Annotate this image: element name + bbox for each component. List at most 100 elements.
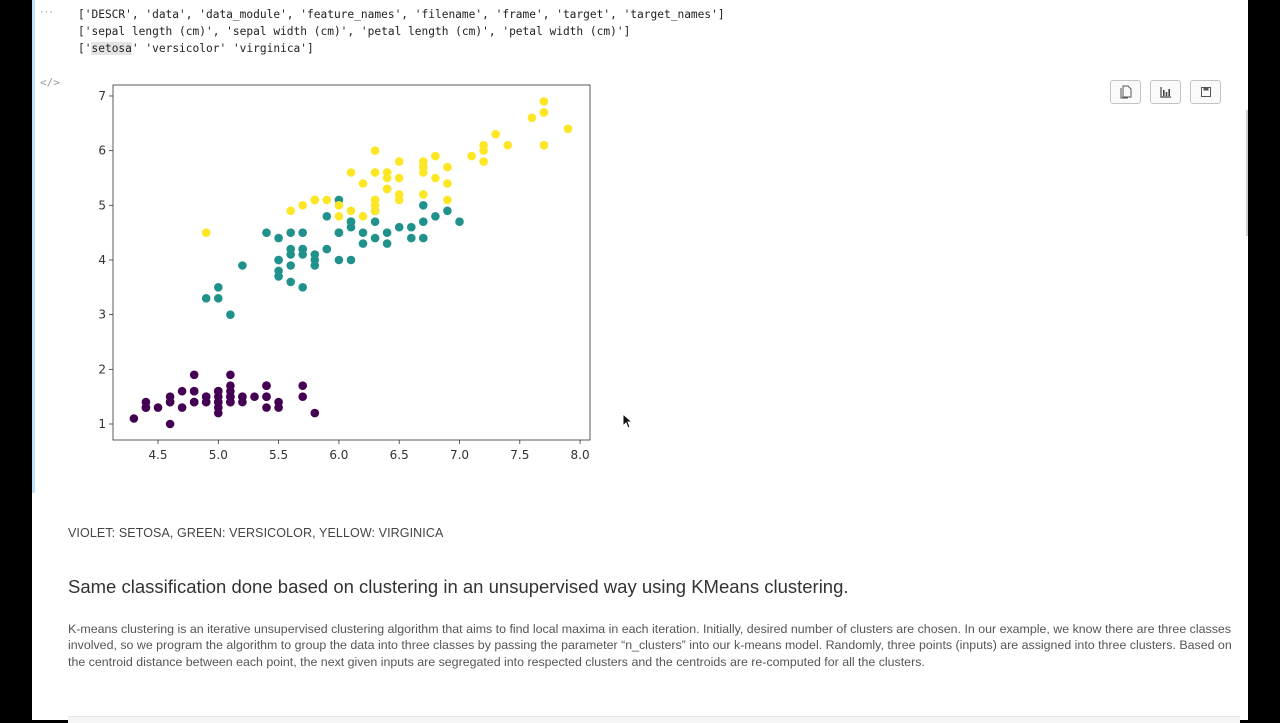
data-point-versicolor — [298, 228, 307, 237]
data-point-versicolor — [407, 233, 416, 243]
data-point-setosa — [189, 386, 199, 396]
data-point-virginica — [322, 195, 332, 205]
data-point-virginica — [503, 140, 512, 150]
data-point-virginica — [334, 212, 344, 221]
data-point-setosa — [226, 386, 235, 396]
data-point-setosa — [214, 397, 223, 407]
data-point-versicolor — [201, 294, 211, 303]
data-point-virginica — [479, 146, 488, 155]
mouse-cursor-icon — [622, 413, 632, 429]
data-point-setosa — [177, 386, 187, 396]
data-point-versicolor — [455, 217, 464, 226]
data-point-virginica — [382, 173, 392, 183]
data-point-versicolor — [274, 233, 283, 243]
data-point-versicolor — [214, 294, 223, 303]
data-point-versicolor — [286, 228, 295, 237]
vertical-scrollbar[interactable] — [1246, 110, 1248, 236]
data-point-virginica — [310, 195, 320, 205]
data-point-versicolor — [407, 222, 416, 232]
data-point-versicolor — [298, 250, 307, 259]
data-point-versicolor — [346, 255, 356, 265]
x-tick-label: 6.0 — [329, 448, 348, 462]
data-point-setosa — [298, 381, 307, 391]
data-point-virginica — [370, 168, 380, 177]
data-point-versicolor — [226, 310, 235, 319]
data-point-versicolor — [382, 239, 392, 248]
y-tick-label: 1 — [98, 417, 106, 431]
search-highlight: setosa — [91, 42, 132, 55]
data-point-virginica — [491, 129, 501, 139]
data-point-virginica — [443, 179, 452, 188]
y-tick-label: 7 — [98, 89, 106, 103]
data-point-virginica — [443, 162, 452, 172]
output-line: ['DESCR', 'data', 'data_module', 'featur… — [78, 8, 725, 21]
code-toggle-icon[interactable]: </> — [40, 76, 60, 89]
data-point-versicolor — [214, 283, 223, 292]
kmeans-description: K-means clustering is an iterative unsup… — [68, 622, 1232, 669]
data-point-versicolor — [370, 233, 380, 243]
data-point-setosa — [201, 397, 211, 407]
data-point-virginica — [394, 173, 404, 183]
data-point-setosa — [262, 392, 271, 402]
data-point-versicolor — [262, 228, 271, 237]
y-tick-label: 2 — [98, 362, 106, 376]
data-point-setosa — [298, 392, 307, 402]
data-point-versicolor — [322, 212, 332, 221]
data-point-virginica — [346, 206, 356, 216]
data-point-setosa — [189, 397, 199, 407]
y-tick-label: 4 — [98, 253, 106, 267]
data-point-virginica — [358, 179, 368, 188]
data-point-setosa — [250, 392, 259, 402]
chart-button[interactable] — [1150, 80, 1181, 104]
output-line: ['sepal length (cm)', 'sepal width (cm)'… — [78, 25, 631, 38]
x-tick-label: 6.5 — [390, 448, 409, 462]
data-point-versicolor — [346, 222, 356, 232]
data-point-versicolor — [274, 255, 283, 265]
data-point-virginica — [419, 190, 428, 199]
iris-scatter-plot: 4.5 5.0 5.5 6.0 6.5 7.0 7.5 8.0 1 2 3 4 5 6 7 — [98, 84, 591, 462]
output-toolbar — [1110, 80, 1221, 104]
data-point-versicolor — [286, 277, 295, 287]
data-point-setosa — [238, 392, 247, 402]
data-point-virginica — [334, 201, 344, 210]
data-point-virginica — [443, 195, 452, 205]
data-point-versicolor — [419, 233, 428, 243]
data-point-versicolor — [334, 255, 344, 265]
active-cell-indicator — [32, 0, 35, 493]
data-point-virginica — [539, 97, 549, 106]
data-point-virginica — [370, 146, 380, 155]
cell-output-text: ['DESCR', 'data', 'data_module', 'featur… — [78, 6, 725, 57]
data-point-setosa — [189, 370, 199, 380]
x-tick-label: 5.0 — [209, 448, 228, 462]
data-point-versicolor — [394, 222, 404, 232]
data-point-setosa — [177, 403, 187, 412]
data-point-versicolor — [310, 255, 320, 265]
data-point-virginica — [286, 206, 295, 216]
data-point-setosa — [274, 403, 283, 412]
output-collapse-toggle[interactable]: ··· — [40, 6, 54, 18]
copy-button[interactable] — [1110, 80, 1141, 104]
data-point-virginica — [563, 124, 573, 134]
data-point-versicolor — [274, 272, 283, 281]
data-point-virginica — [539, 108, 549, 117]
y-tick-label: 3 — [98, 308, 106, 322]
data-point-versicolor — [431, 212, 440, 221]
data-point-versicolor — [322, 244, 332, 254]
data-point-setosa — [165, 419, 175, 429]
data-point-versicolor — [286, 261, 295, 270]
data-point-virginica — [479, 157, 488, 166]
data-point-versicolor — [419, 201, 428, 210]
data-point-setosa — [262, 403, 271, 412]
save-button[interactable] — [1190, 80, 1221, 104]
data-point-versicolor — [286, 244, 295, 254]
data-point-versicolor — [298, 283, 307, 292]
data-point-virginica — [527, 113, 537, 123]
bar-chart-icon — [1159, 87, 1171, 98]
data-point-virginica — [358, 212, 368, 221]
data-point-setosa — [226, 370, 235, 380]
data-point-setosa — [153, 403, 163, 412]
data-point-setosa — [141, 403, 151, 412]
data-point-setosa — [214, 386, 223, 396]
data-point-versicolor — [419, 217, 428, 226]
output-line: ['setosa' 'versicolor' 'virginica'] — [78, 42, 314, 55]
